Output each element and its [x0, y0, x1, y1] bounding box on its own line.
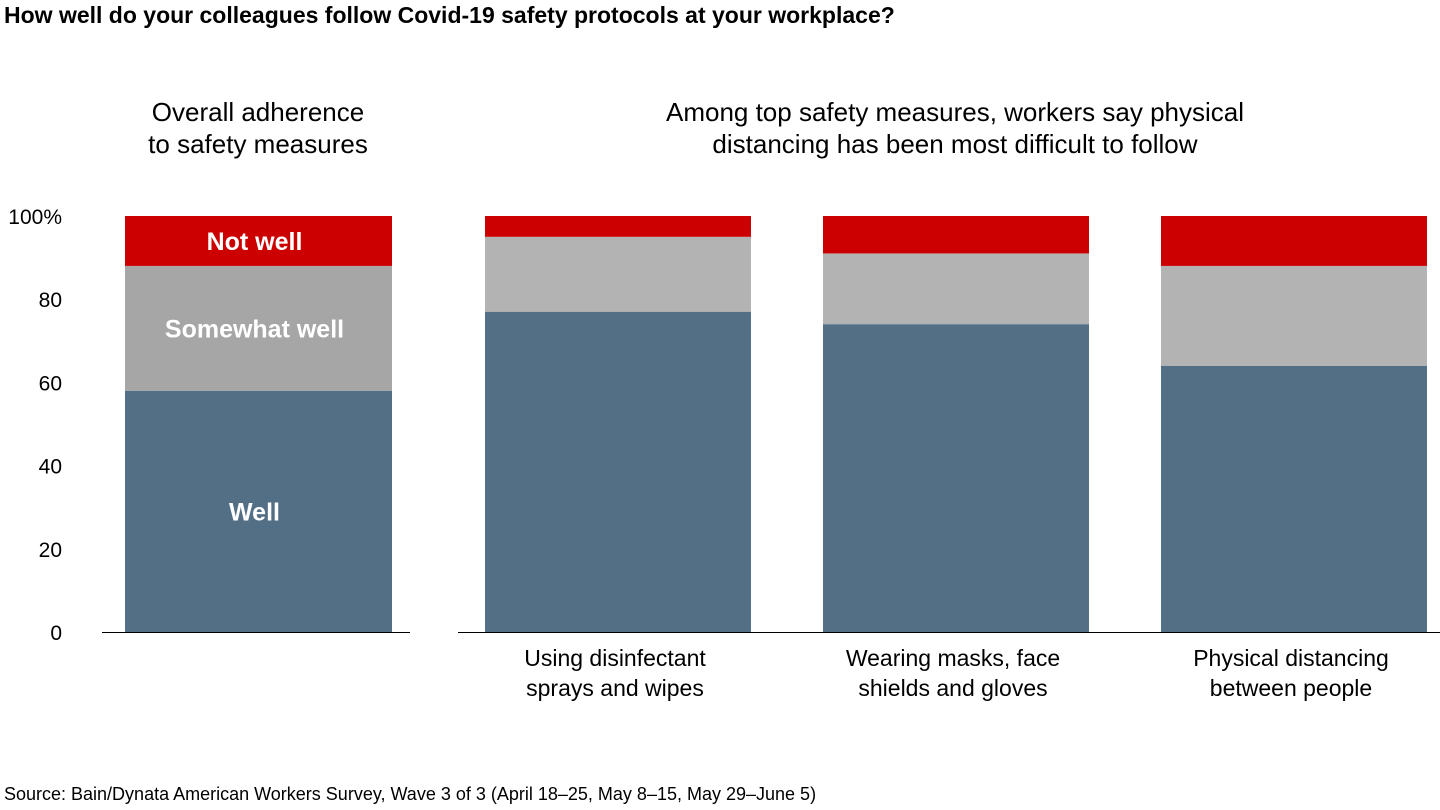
left-subtitle-line-2: to safety measures	[148, 129, 368, 159]
category-label: sprays and wipes	[526, 675, 704, 701]
bar-segment-well	[823, 324, 1089, 632]
bar-segment-somewhat-well	[485, 236, 751, 312]
bar-segment-not-well	[125, 216, 392, 266]
category-label: between people	[1210, 675, 1372, 701]
y-tick-label: 40	[39, 456, 62, 479]
series-label-not-well: Not well	[207, 228, 303, 256]
bar-segment-not-well	[485, 216, 751, 237]
category-label: Wearing masks, face	[846, 645, 1060, 671]
bar-segment-not-well	[1161, 216, 1427, 266]
bar-segment-well	[1161, 365, 1427, 632]
y-tick-label: 20	[39, 539, 62, 562]
y-tick-label: 80	[39, 289, 62, 312]
chart-title: How well do your colleagues follow Covid…	[4, 2, 895, 28]
right-chart-subtitle: Among top safety measures, workers say p…	[560, 96, 1350, 160]
right-subtitle-line-1: Among top safety measures, workers say p…	[665, 97, 1245, 127]
bar-segment-somewhat-well	[125, 265, 392, 391]
series-label-somewhat-well: Somewhat well	[165, 315, 344, 343]
series-label-well: Well	[229, 498, 280, 526]
bar-segment-well	[485, 311, 751, 632]
source-note: Source: Bain/Dynata American Workers Sur…	[4, 784, 817, 804]
category-label: Physical distancing	[1193, 645, 1389, 671]
bar-segment-well	[125, 390, 392, 632]
y-tick-label: 100%	[8, 206, 62, 229]
left-subtitle-line-1: Overall adherence	[151, 97, 365, 127]
bar-segment-somewhat-well	[823, 253, 1089, 325]
category-label: Using disinfectant	[524, 645, 706, 671]
left-chart-subtitle: Overall adherence to safety measures	[100, 96, 416, 160]
bar-segment-not-well	[823, 216, 1089, 254]
y-tick-label: 60	[39, 372, 62, 395]
right-subtitle-line-2: distancing has been most difficult to fo…	[712, 129, 1198, 159]
category-label: shields and gloves	[858, 675, 1047, 701]
bar-segment-somewhat-well	[1161, 265, 1427, 366]
y-tick-label: 0	[50, 622, 62, 645]
